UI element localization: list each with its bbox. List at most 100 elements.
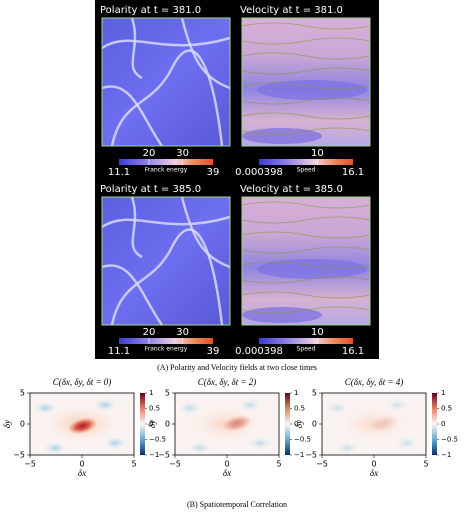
colorbar (285, 393, 290, 455)
caption-b: (B) Spatiotemporal Correlation (187, 500, 287, 509)
x-axis-label: δx (78, 468, 86, 478)
x-tick-label: −5 (316, 460, 328, 469)
defect-streak (101, 215, 231, 229)
slow-region (257, 80, 367, 100)
colorbar-tick-label: 1 (441, 389, 445, 397)
y-axis-label: δy (147, 420, 157, 428)
flow-band (241, 306, 371, 314)
colorbar-tick-label: −0.5 (441, 436, 458, 444)
field-background (102, 197, 230, 325)
field-border (241, 17, 371, 147)
defect-streak (101, 85, 164, 147)
defect-streak (130, 17, 143, 80)
colorbar-tick-label: −0.5 (294, 436, 311, 444)
y-tick-label: 0 (20, 420, 25, 429)
flow-band (241, 276, 371, 284)
colorbar-tick-label: 0.5 (149, 405, 160, 413)
caption-a: (A) Polarity and Velocity fields at two … (157, 363, 317, 372)
flow-band (241, 97, 371, 105)
colorbar-label: Speed (297, 167, 316, 174)
x-tick-label: −5 (169, 460, 181, 469)
field-background (102, 18, 230, 146)
colorbar-min: 0.000398 (235, 167, 283, 178)
plot-title: C(δx, δy, δt = 4) (345, 377, 404, 387)
y-tick-label: 5 (165, 389, 170, 398)
colorbar-tick-label: −0.5 (149, 436, 166, 444)
colorbar-max: 16.1 (342, 346, 364, 357)
flow-band (241, 216, 371, 224)
colorbar-tick-label: 20 (143, 148, 156, 159)
flow-band (241, 291, 371, 299)
y-tick-label: 0 (165, 420, 170, 429)
x-axis-label: δx (370, 468, 378, 478)
colorbar-label: Franck energy (145, 346, 188, 353)
defect-streak (101, 264, 164, 326)
flow-band (241, 112, 371, 120)
panel-title: Velocity at t = 385.0 (240, 184, 343, 195)
flow-band (241, 201, 371, 209)
colorbar-tick-label: 0 (149, 420, 153, 428)
y-axis-label: δy (2, 420, 12, 428)
panel-title: Polarity at t = 385.0 (100, 184, 201, 195)
colorbar-tick-label: −1 (149, 451, 159, 459)
x-tick-label: 0 (224, 460, 229, 469)
y-tick-label: 0 (312, 420, 317, 429)
x-tick-label: 0 (79, 460, 84, 469)
anticorrelation-blob (41, 440, 69, 456)
flow-band (241, 261, 371, 269)
plot-title: C(δx, δy, δt = 0) (53, 377, 112, 387)
heatmap (174, 392, 280, 456)
field-image (101, 17, 231, 147)
field-border (101, 196, 231, 326)
flow-band (241, 22, 371, 30)
field-border (101, 17, 231, 147)
colorbar-max: 16.1 (342, 167, 364, 178)
colorbar-tick-label: 1 (294, 389, 298, 397)
colorbar (119, 159, 213, 165)
colorbar (259, 159, 353, 165)
colorbar-label: Speed (297, 346, 316, 353)
field-image (241, 196, 371, 326)
flow-band (241, 231, 371, 239)
y-tick-label: 5 (20, 389, 25, 398)
colorbar-tick-label: 0 (441, 420, 445, 428)
colorbar-tick-label: 30 (176, 327, 189, 338)
colorbar-tick-label: 1 (149, 389, 153, 397)
colorbar (432, 393, 437, 455)
colorbar-max: 39 (207, 346, 220, 357)
colorbar (119, 338, 213, 344)
colorbar-tick-label: −1 (441, 451, 451, 459)
x-tick-label: 0 (371, 460, 376, 469)
x-axis-label: δx (223, 468, 231, 478)
heatmap (29, 392, 135, 456)
colorbar-tick-label: 10 (311, 148, 324, 159)
colorbar-tick-label: 20 (143, 327, 156, 338)
defect-streak (101, 36, 231, 50)
field-border (241, 196, 371, 326)
panel-title: Polarity at t = 381.0 (100, 5, 201, 16)
defect-streak (110, 228, 224, 326)
field-image (101, 196, 231, 326)
flow-band (241, 246, 371, 254)
colorbar-label: Franck energy (145, 167, 188, 174)
correlation-peak (368, 414, 400, 433)
anticorrelation-blob (186, 440, 214, 456)
x-tick-label: 5 (131, 460, 136, 469)
x-tick-label: −5 (24, 460, 36, 469)
x-tick-label: 5 (276, 460, 281, 469)
colorbar-tick-label: 30 (176, 148, 189, 159)
anticorrelation-blob (333, 440, 361, 456)
flow-band (241, 127, 371, 135)
flow-band (241, 52, 371, 60)
colorbar-tick-label: 0.5 (441, 405, 452, 413)
y-tick-label: 5 (312, 389, 317, 398)
plot-title: C(δx, δy, δt = 2) (198, 377, 257, 387)
correlation-peak (66, 417, 99, 435)
colorbar (259, 338, 353, 344)
defect-streak (180, 196, 231, 269)
correlation-peak (221, 414, 253, 433)
flow-band (241, 82, 371, 90)
colorbar-tick-label: −1 (294, 451, 304, 459)
colorbar-tick-label: 0.5 (294, 405, 305, 413)
